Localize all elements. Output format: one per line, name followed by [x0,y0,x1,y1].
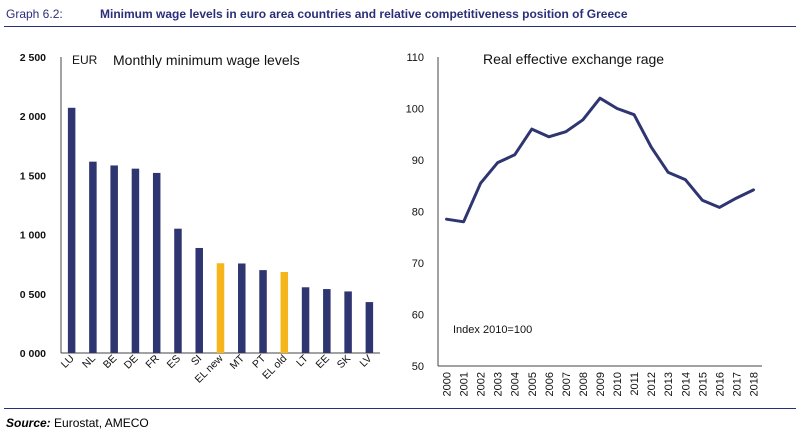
bar-lt [301,287,310,353]
x-tick-label: 2015 [697,372,709,396]
x-tick-label: 2013 [663,372,675,396]
x-tick-label: 2003 [493,372,505,396]
bar-mt [238,263,246,353]
y-tick-label: 1 000 [20,230,46,242]
y-tick-label: 1 500 [20,170,46,182]
y-tick-label: 90 [412,155,424,167]
x-tick-label: 2014 [680,372,692,396]
x-tick-label: 2009 [595,372,607,396]
x-tick-label: 2007 [561,372,573,396]
bar-lu [67,107,76,353]
x-tick-label: 2004 [510,372,522,396]
x-tick-label: 2000 [442,372,454,396]
graph-number-label: Graph 6.2: [6,7,63,21]
bar-de [131,168,140,353]
y-tick-label: 0 000 [20,348,46,360]
x-tick-label: BE [101,353,119,371]
graph-header: Graph 6.2: Minimum wage levels in euro a… [4,4,796,27]
bar-el-old [280,272,289,353]
index-annotation: Index 2010=100 [453,324,532,336]
minimum-wage-bar-chart: 0 000 0 500 1 000 1 500 2 000 2 500 EUR Monthly… [20,52,380,386]
y-tick-label: 50 [412,361,424,373]
y-tick-label: 80 [412,207,424,219]
bar-fr [152,172,161,353]
y-tick-label: 110 [406,52,424,64]
x-tick-label: SK [335,353,353,371]
y-tick-label: 2 000 [20,111,46,123]
unit-label: EUR [72,53,98,67]
x-tick-label: 2001 [459,372,471,396]
bar-lv [365,302,374,353]
x-tick-label: DE [122,353,141,372]
graph-title: Minimum wage levels in euro area countri… [100,7,628,21]
x-tick-label: LT [294,352,311,369]
y-tick-label: 60 [412,310,424,322]
bar-es [174,228,182,353]
x-tick-label: LU [59,353,77,371]
series-line-reer [445,96,755,224]
y-tick-label: 100 [406,104,424,116]
x-tick-label: 2012 [646,372,658,396]
x-tick-label: NL [80,353,98,371]
x-tick-label: 2006 [544,372,556,396]
graph-footer: Source: Eurostat, AMECO [4,408,796,439]
bar-si [195,247,203,353]
source-text: Eurostat, AMECO [54,416,149,430]
x-tick-label: LV [357,353,374,370]
x-tick-label: 2018 [748,372,760,396]
bar-el-new [216,263,225,353]
x-tick-label: 2010 [612,372,624,396]
real-effective-exchange-rate-line-chart: 50 60 70 80 90 100 110 Real effective exchange … [406,51,762,396]
source-label: Source: [6,416,51,430]
x-tick-label: 2017 [731,372,743,396]
x-tick-label: 2016 [714,372,726,396]
x-tick-label: ES [165,353,183,371]
bar-nl [89,161,97,353]
x-tick-label: 2005 [527,372,539,396]
x-tick-label: SI [189,353,205,369]
x-tick-label: MT [228,352,248,372]
x-tick-label: FR [143,352,162,371]
y-tick-label: 0 500 [20,289,46,301]
x-tick-label: EE [314,353,332,371]
bar-be [110,165,118,353]
bar-sk [344,291,352,353]
chart-title: Real effective exchange rage [483,51,664,67]
bar-ee [323,289,331,353]
x-tick-label: EL old [260,353,289,382]
y-tick-label: 70 [412,258,424,270]
x-tick-label: 2011 [629,372,641,396]
chart-title: Monthly minimum wage levels [113,52,300,68]
source-note: Source: Eurostat, AMECO [6,416,149,430]
y-tick-label: 2 500 [20,52,46,64]
bar-pt [259,270,267,353]
x-tick-label: 2008 [578,372,590,396]
x-tick-label: 2002 [476,372,488,396]
